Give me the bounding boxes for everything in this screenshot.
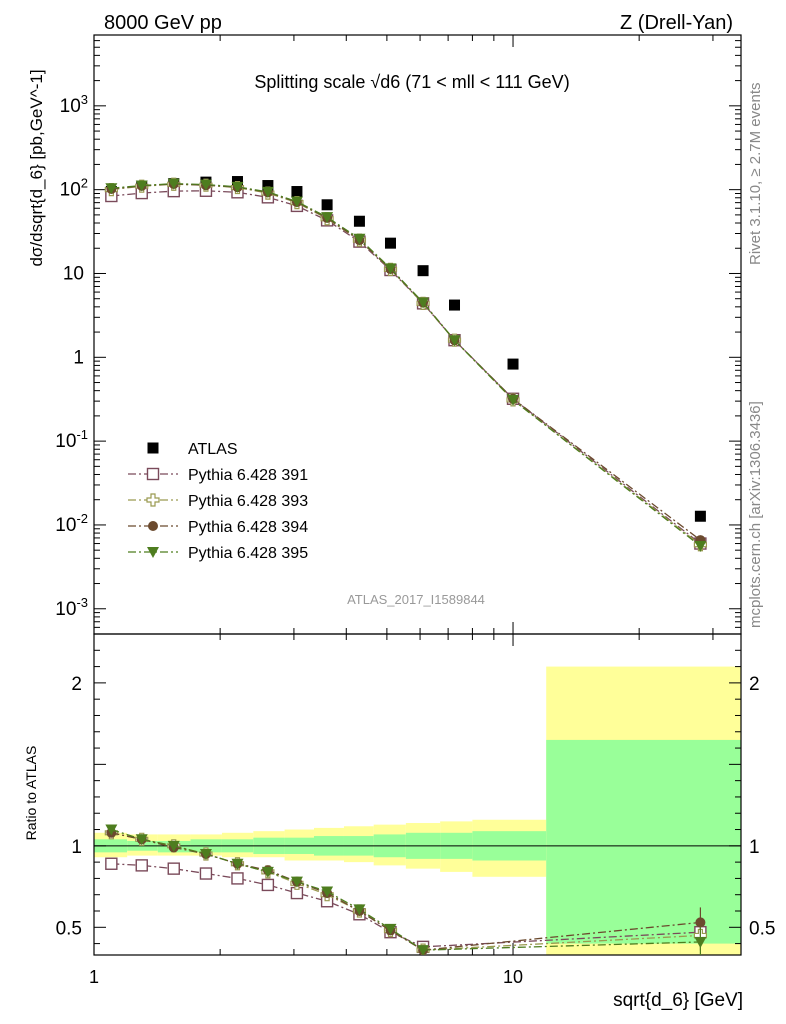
main-title: Splitting scale √d6 (71 < mll < 111 GeV) [254,72,569,92]
data-point [353,233,366,245]
ratio-bands [94,666,741,955]
legend-entry: Pythia 6.428 394 [128,519,308,536]
data-point [231,181,244,193]
ratio-point [384,923,397,935]
series-line [111,190,701,545]
legend-marker [146,493,160,507]
ratio-series-3 [105,824,707,955]
ratio-point [231,872,244,885]
watermark: ATLAS_2017_I1589844 [347,592,485,607]
legend-marker [147,547,159,558]
x-tick-label: 10 [503,967,523,987]
y-tick-label: 10-2 [55,511,88,536]
data-point [384,237,396,249]
legend: ATLAS Pythia 6.428 391 Pythia 6.428 393 Pyt… [128,441,308,562]
data-point [448,335,461,347]
ratio-point [167,862,180,875]
ratio-point [135,859,148,872]
ratio-series-group [104,824,707,955]
ratio-point [695,917,706,928]
ratio-line [111,832,701,951]
ratio-point [105,824,118,836]
data-point [105,183,118,195]
ratio-frame [93,633,742,956]
legend-entry: Pythia 6.428 391 [128,467,308,484]
ratio-point [694,936,707,948]
data-point [199,179,212,191]
legend-label: Pythia 6.428 394 [188,519,308,536]
data-point [417,265,429,277]
ratio-ylabel: Ratio to ATLAS [23,746,39,841]
series-4 [105,178,707,553]
legend-entry: Pythia 6.428 395 [128,545,308,562]
header-left: 8000 GeV pp [104,12,222,34]
ratio-point [199,848,212,860]
data-point [321,199,333,211]
ratio-panel: 1 10 0.5 0.5 1 1 2 2 [56,633,775,987]
ratio-point [321,886,334,898]
mcplots-label: mcplots.cern.ch [arXiv:1306.3436] [747,401,764,628]
data-point [384,263,397,275]
legend-label: ATLAS [188,441,238,458]
data-point [353,215,365,227]
x-tick-label: 1 [89,967,99,987]
ratio-y-tick-label-right: 1 [749,837,760,858]
x-axis-label: sqrt{d_6} [GeV] [613,990,743,1011]
data-point [507,358,519,370]
data-point [262,180,274,192]
data-point [291,186,303,198]
ratio-point [231,858,244,870]
data-point [167,178,180,190]
legend-entry: Pythia 6.428 393 [128,493,308,510]
data-point [449,299,461,311]
ratio-point [105,857,118,870]
series-line [111,183,701,546]
rivet-label: Rivet 3.1.10, ≥ 2.7M events [747,83,764,266]
ratio-point [167,840,180,852]
y-tick-label: 10-3 [55,595,88,620]
series-line [111,183,701,541]
main-panel: 10-3 10-2 10-1 1 10 102 103 [55,34,742,955]
main-ylabel: dσ/dsqrt{d_6} [pb,GeV^-1] [27,69,46,266]
uncertainty-band-green [546,739,741,944]
data-point [321,212,334,224]
ratio-point [353,904,366,916]
legend-label: Pythia 6.428 391 [188,467,308,484]
y-tick-label: 103 [60,92,88,117]
data-point [694,510,706,522]
ratio-y-tick-label: 1 [71,837,82,858]
ratio-point [261,866,274,878]
ratio-line [111,828,701,951]
ratio-y-tick-label: 2 [71,674,82,695]
legend-marker [147,442,159,454]
ratio-point [199,867,213,880]
data-point [290,196,303,208]
ratio-y-tick-label-right: 0.5 [749,918,775,939]
ratio-point [290,876,303,888]
data-point [261,186,274,198]
legend-label: Pythia 6.428 395 [188,545,308,562]
ratio-point [417,945,430,955]
ratio-point [135,834,148,846]
y-tick-label: 1 [73,347,84,368]
series-3 [106,178,706,546]
y-tick-label: 10-1 [55,427,88,452]
data-point [694,541,707,553]
series-line [111,182,701,547]
ratio-y-tick-label-right: 2 [749,674,760,695]
ratio-y-tick-label: 0.5 [56,918,82,939]
legend-label: Pythia 6.428 393 [188,493,308,510]
y-tick-label: 10 [63,263,84,284]
y-tick-label: 102 [60,176,88,201]
legend-marker [146,467,160,481]
data-point [507,394,520,406]
data-point [417,297,430,309]
ratio-point [261,878,275,892]
header-right: Z (Drell-Yan) [620,12,733,34]
legend-marker [148,521,158,531]
data-point [135,180,148,192]
legend-entry: ATLAS [147,441,238,458]
